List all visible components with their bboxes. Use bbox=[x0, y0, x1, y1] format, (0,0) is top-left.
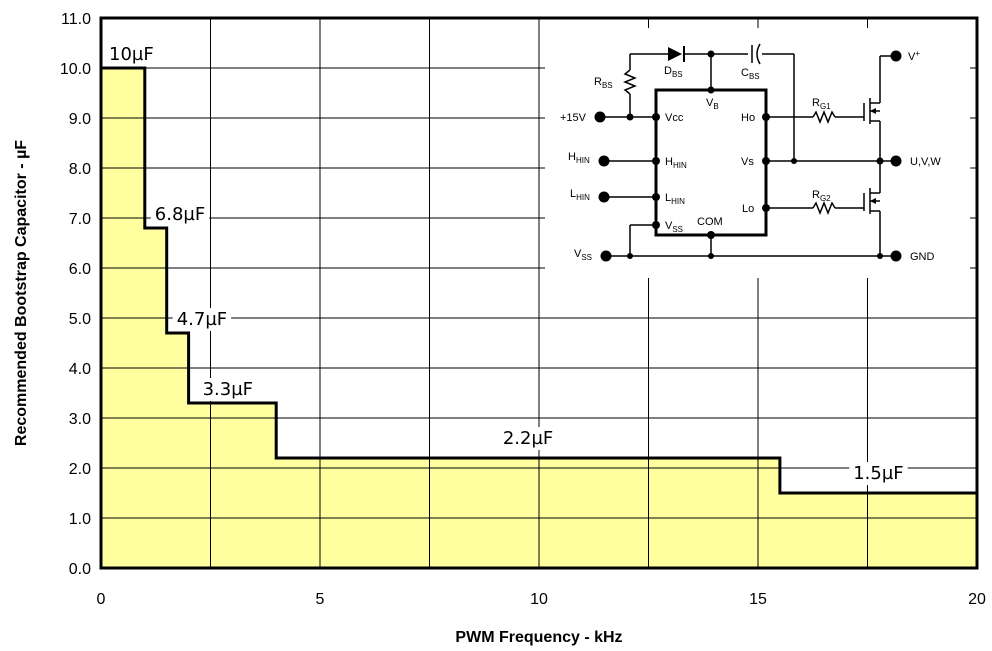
label-lhin-left: LHIN bbox=[570, 188, 590, 202]
x-axis-label: PWM Frequency - kHz bbox=[455, 629, 622, 646]
tick-labels: 0.0 1.0 2.0 3.0 4.0 5.0 6.0 7.0 8.0 9.0 10.0 11.0 0 5… bbox=[60, 11, 986, 608]
data-label: 2.2µF bbox=[503, 428, 553, 449]
label-lo: Lo bbox=[742, 203, 754, 215]
y-tick-label: 6.0 bbox=[69, 261, 91, 278]
label-15v: +15V bbox=[560, 112, 587, 124]
data-label-background bbox=[198, 378, 258, 401]
y-tick-label: 1.0 bbox=[69, 511, 91, 528]
label-rg2: RG2 bbox=[812, 189, 831, 203]
label-rbs: RBS bbox=[594, 76, 613, 90]
data-label: 4.7µF bbox=[177, 309, 227, 330]
label-hhin-right: HHIN bbox=[665, 156, 687, 170]
label-com: COM bbox=[697, 216, 723, 228]
data-label: 10µF bbox=[109, 44, 154, 65]
y-tick-label: 7.0 bbox=[69, 211, 91, 228]
data-label-background bbox=[498, 427, 558, 450]
label-gnd: GND bbox=[910, 251, 935, 263]
y-tick-label: 2.0 bbox=[69, 461, 91, 478]
plot-frame bbox=[99, 16, 979, 570]
mosfet-arrow-upper bbox=[870, 108, 876, 114]
label-vb: VB bbox=[706, 97, 719, 111]
label-ho: Ho bbox=[741, 112, 755, 124]
data-label-background bbox=[172, 308, 232, 331]
x-tick-label: 0 bbox=[97, 591, 106, 608]
label-lhin-right: LHIN bbox=[665, 192, 685, 206]
schematic-wires bbox=[600, 43, 896, 257]
schematic-background bbox=[545, 28, 970, 278]
label-rg1: RG1 bbox=[812, 97, 831, 111]
label-dbs: DBS bbox=[664, 65, 683, 79]
data-label-background bbox=[849, 462, 908, 485]
x-tick-label: 5 bbox=[316, 591, 325, 608]
step-line-group bbox=[101, 66, 979, 568]
y-axis-label: Recommended Bootstrap Capacitor - µF bbox=[13, 140, 30, 446]
y-tick-label: 3.0 bbox=[69, 411, 91, 428]
label-vcc: Vcc bbox=[665, 112, 684, 124]
y-tick-label: 8.0 bbox=[69, 161, 91, 178]
x-tick-label: 20 bbox=[968, 591, 986, 608]
y-tick-label: 9.0 bbox=[69, 111, 91, 128]
label-vs: Vs bbox=[741, 156, 754, 168]
mosfet-arrow-lower bbox=[870, 198, 876, 204]
schematic-junctions bbox=[594, 50, 902, 262]
label-hhin-left: HHIN bbox=[568, 151, 590, 165]
data-label: 6.8µF bbox=[155, 204, 205, 225]
data-label-background bbox=[150, 203, 210, 226]
data-labels: 10µF 6.8µF 4.7µF 3.3µF 2.2µF 1.5µF bbox=[109, 44, 908, 485]
label-vss-in: VSS bbox=[665, 220, 683, 234]
label-cbs: CBS bbox=[741, 67, 760, 81]
y-tick-label: 4.0 bbox=[69, 361, 91, 378]
data-label: 3.3µF bbox=[203, 379, 253, 400]
x-tick-label: 15 bbox=[749, 591, 767, 608]
data-label: 1.5µF bbox=[853, 463, 903, 484]
y-tick-label: 10.0 bbox=[60, 61, 91, 78]
step-line bbox=[101, 66, 979, 568]
y-tick-label: 0.0 bbox=[69, 561, 91, 578]
diode-icon bbox=[668, 47, 682, 61]
x-tick-label: 10 bbox=[530, 591, 548, 608]
y-tick-label: 5.0 bbox=[69, 311, 91, 328]
label-vplus: V+ bbox=[908, 49, 920, 63]
bootstrap-circuit-schematic: RBS DBS CBS VB +15V Vcc Ho Vs Lo HHIN HH… bbox=[545, 28, 970, 278]
label-vss-left: VSS bbox=[574, 248, 592, 262]
label-uvw: U,V,W bbox=[910, 156, 941, 168]
y-tick-label: 11.0 bbox=[61, 11, 91, 28]
